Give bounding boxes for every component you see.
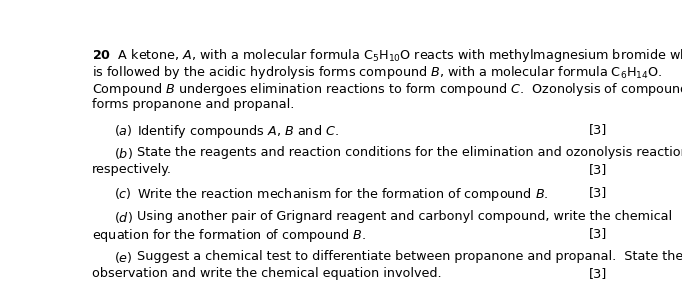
Text: $\it{(a)}$: $\it{(a)}$: [115, 123, 133, 138]
Text: $\it{(e)}$: $\it{(e)}$: [115, 250, 133, 265]
Text: $\mathbf{20}$  A ketone, $\it{A}$, with a molecular formula C$_5$H$_{10}$O react: $\mathbf{20}$ A ketone, $\it{A}$, with a…: [92, 47, 682, 64]
Text: respectively.: respectively.: [92, 163, 172, 176]
Text: [3]: [3]: [589, 123, 607, 136]
Text: [3]: [3]: [589, 227, 607, 240]
Text: Identify compounds $\it{A}$, $\it{B}$ and $\it{C}$.: Identify compounds $\it{A}$, $\it{B}$ an…: [136, 123, 338, 140]
Text: equation for the formation of compound $\it{B}$.: equation for the formation of compound $…: [92, 227, 366, 244]
Text: $\it{(b)}$: $\it{(b)}$: [115, 146, 133, 161]
Text: observation and write the chemical equation involved.: observation and write the chemical equat…: [92, 267, 442, 280]
Text: $\it{(c)}$: $\it{(c)}$: [115, 186, 132, 201]
Text: forms propanone and propanal.: forms propanone and propanal.: [92, 98, 295, 111]
Text: $\it{(d)}$: $\it{(d)}$: [115, 210, 133, 225]
Text: Write the reaction mechanism for the formation of compound $\it{B}$.: Write the reaction mechanism for the for…: [136, 186, 548, 204]
Text: Using another pair of Grignard reagent and carbonyl compound, write the chemical: Using another pair of Grignard reagent a…: [136, 210, 672, 223]
Text: [3]: [3]: [589, 186, 607, 199]
Text: Compound $\it{B}$ undergoes elimination reactions to form compound $\it{C}$.  Oz: Compound $\it{B}$ undergoes elimination …: [92, 81, 682, 98]
Text: [3]: [3]: [589, 163, 607, 176]
Text: State the reagents and reaction conditions for the elimination and ozonolysis re: State the reagents and reaction conditio…: [136, 146, 682, 159]
Text: is followed by the acidic hydrolysis forms compound $\it{B}$, with a molecular f: is followed by the acidic hydrolysis for…: [92, 64, 662, 81]
Text: [3]: [3]: [589, 267, 607, 280]
Text: Suggest a chemical test to differentiate between propanone and propanal.  State : Suggest a chemical test to differentiate…: [136, 250, 682, 263]
